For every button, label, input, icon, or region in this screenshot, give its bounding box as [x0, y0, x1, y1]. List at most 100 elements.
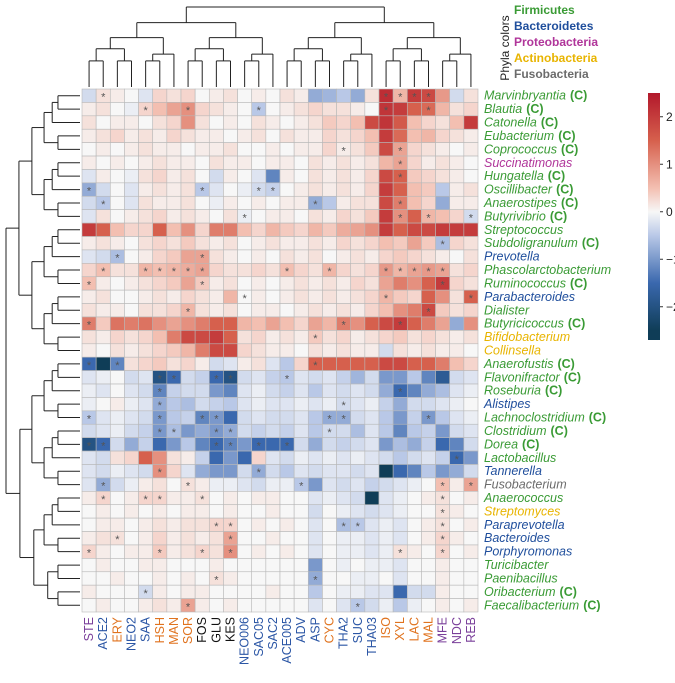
heat-cell — [421, 343, 436, 358]
heat-cell — [95, 222, 111, 237]
heat-cell — [350, 356, 366, 371]
heat-cell — [406, 397, 422, 412]
heat-cell — [336, 249, 352, 264]
heat-cell — [152, 316, 168, 331]
column-label: XYL — [393, 617, 407, 641]
heat-cell — [166, 356, 182, 371]
heat-cell — [237, 195, 253, 210]
heat-cell — [81, 195, 97, 210]
heat-cell — [265, 504, 281, 519]
heat-cell — [95, 517, 111, 532]
heat-cell — [293, 316, 309, 331]
significance-star: * — [172, 373, 177, 385]
heat-cell — [265, 370, 281, 385]
heat-cell — [194, 504, 210, 519]
colorbar-tick-label: −2 — [666, 300, 675, 314]
heat-cell — [279, 544, 295, 559]
significance-star: * — [271, 186, 276, 198]
heat-cell — [406, 276, 422, 291]
heat-cell — [449, 88, 465, 103]
heat-cell — [463, 517, 479, 532]
heat-cell — [322, 88, 337, 103]
heat-cell — [350, 450, 366, 465]
heat-cell — [223, 128, 238, 143]
heat-cell — [265, 383, 281, 398]
heat-cell — [223, 236, 238, 251]
heat-cell — [421, 423, 436, 438]
heat-cell — [378, 544, 394, 559]
heat-cell — [208, 236, 224, 251]
heat-cell — [449, 303, 465, 318]
heat-cell — [392, 437, 408, 452]
heat-cell — [237, 410, 253, 425]
heat-cell — [166, 584, 182, 599]
heat-cell — [421, 517, 436, 532]
heat-cell — [307, 155, 323, 170]
heat-cell — [180, 343, 196, 358]
heat-cell — [81, 209, 97, 224]
significance-star: * — [87, 440, 92, 452]
heat-cell — [223, 169, 238, 184]
heat-cell — [378, 423, 394, 438]
heat-cell — [223, 102, 238, 117]
heat-cell — [223, 558, 238, 573]
heat-cell — [463, 450, 479, 465]
heat-cell — [322, 477, 337, 492]
row-name: Oscillibacter — [484, 183, 553, 197]
heat-cell — [138, 222, 154, 237]
row-suffix: (C) — [541, 116, 558, 130]
heat-cell — [251, 423, 267, 438]
heat-cell — [322, 330, 337, 345]
heat-cell — [265, 289, 281, 304]
row-name: Paraprevotella — [484, 518, 565, 532]
heat-cell — [406, 571, 422, 586]
heat-cell — [378, 491, 394, 506]
heat-cell — [223, 88, 238, 103]
heat-cell — [463, 182, 479, 197]
heat-cell — [208, 491, 224, 506]
row-suffix: (C) — [526, 102, 543, 116]
row-name: Collinsella — [484, 344, 541, 358]
heat-cell — [95, 169, 111, 184]
significance-star: * — [469, 481, 474, 493]
heat-cell — [449, 558, 465, 573]
heat-cell — [95, 236, 111, 251]
heat-cell — [279, 195, 295, 210]
significance-star: * — [158, 494, 163, 506]
heat-cell — [265, 598, 281, 613]
heat-cell — [124, 571, 139, 586]
heat-cell — [109, 182, 125, 197]
heat-cell — [406, 544, 422, 559]
heat-cell — [392, 236, 408, 251]
heat-cell — [463, 303, 479, 318]
heat-cell — [463, 236, 479, 251]
significance-star: * — [398, 387, 403, 399]
heat-cell — [251, 128, 267, 143]
heat-cell — [307, 128, 323, 143]
heat-cell — [463, 155, 479, 170]
heat-cell — [265, 356, 281, 371]
heat-cell — [350, 410, 366, 425]
heat-cell — [336, 195, 352, 210]
heat-cell — [293, 128, 309, 143]
heat-cell — [336, 464, 352, 479]
row-name: Bacteroides — [484, 531, 550, 545]
heat-cell — [265, 155, 281, 170]
heat-cell — [364, 155, 380, 170]
heat-cell — [463, 423, 479, 438]
significance-star: * — [228, 534, 233, 546]
heat-cell — [180, 142, 196, 157]
heat-cell — [138, 544, 154, 559]
heat-cell — [293, 558, 309, 573]
heat-cell — [307, 558, 323, 573]
heat-cell — [350, 584, 366, 599]
heat-cell — [378, 477, 394, 492]
heat-cell — [138, 517, 154, 532]
heat-cell — [208, 222, 224, 237]
heat-cell — [322, 437, 337, 452]
row-name: Lachnoclostridium — [484, 411, 585, 425]
row-name: Streptomyces — [484, 504, 560, 518]
heat-cell — [307, 517, 323, 532]
column-label: SOR — [181, 617, 195, 644]
heat-cell — [463, 491, 479, 506]
